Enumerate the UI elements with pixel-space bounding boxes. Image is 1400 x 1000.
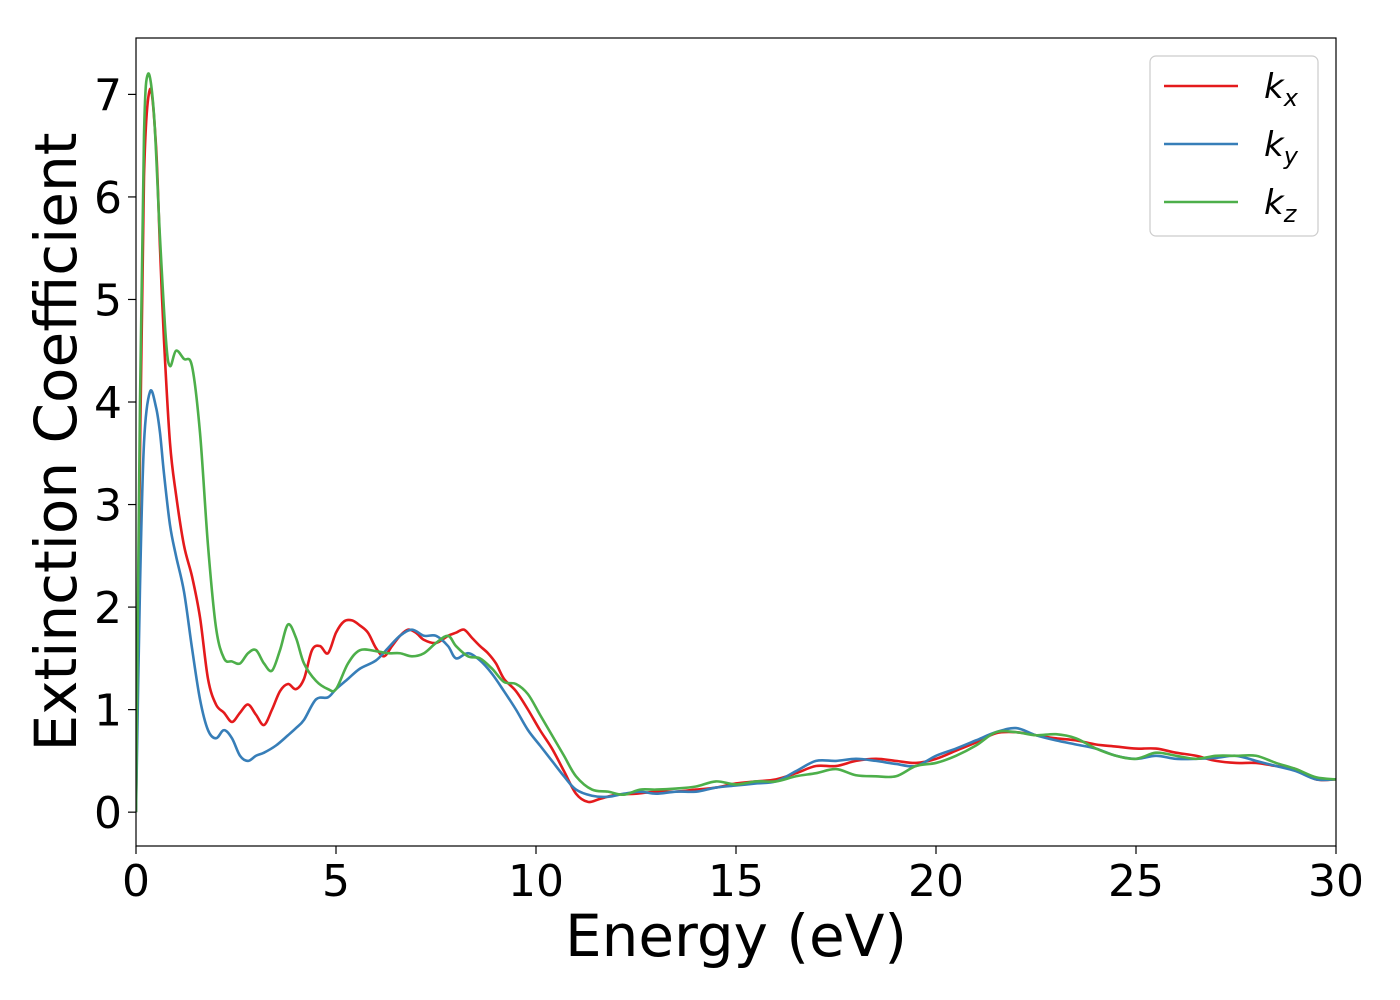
y-tick-label: 1 <box>94 686 122 737</box>
y-tick-label: 7 <box>94 70 122 121</box>
x-tick-label: 20 <box>908 856 964 907</box>
y-tick-label: 2 <box>94 583 122 634</box>
legend-label-kx: kx <box>1264 67 1299 112</box>
y-tick-label: 4 <box>94 378 122 429</box>
x-tick-label: 15 <box>708 856 764 907</box>
x-tick-label: 0 <box>122 856 150 907</box>
legend-label-subscript: x <box>1283 84 1299 112</box>
legend-label-base: k <box>1264 67 1285 107</box>
y-tick-label: 6 <box>94 173 122 224</box>
legend-box <box>1149 55 1319 237</box>
legend-label-subscript: y <box>1283 142 1299 170</box>
x-tick-label: 25 <box>1108 856 1164 907</box>
x-axis: 0 5 10 15 20 25 30 <box>122 846 1364 907</box>
series-line-kz <box>136 72 1336 813</box>
x-tick-label: 5 <box>322 856 350 907</box>
legend-label-subscript: z <box>1283 200 1298 228</box>
x-axis-label: Energy (eV) <box>565 902 907 970</box>
x-tick-label: 30 <box>1308 856 1364 907</box>
y-axis-label: Extinction Coefficient <box>22 133 90 752</box>
legend-label-base: k <box>1264 183 1285 223</box>
x-tick-label: 10 <box>508 856 564 907</box>
y-tick-label: 5 <box>94 275 122 326</box>
legend-label-ky: ky <box>1264 125 1299 170</box>
series-line-ky <box>136 389 1336 813</box>
y-tick-label: 0 <box>94 788 122 839</box>
plot-area <box>136 38 1336 846</box>
y-tick-label: 3 <box>94 481 122 532</box>
series-layer <box>136 72 1336 813</box>
legend-label-kz: kz <box>1264 183 1298 228</box>
legend-label-base: k <box>1264 125 1285 165</box>
y-axis: 0 1 2 3 4 5 6 7 <box>94 70 136 839</box>
